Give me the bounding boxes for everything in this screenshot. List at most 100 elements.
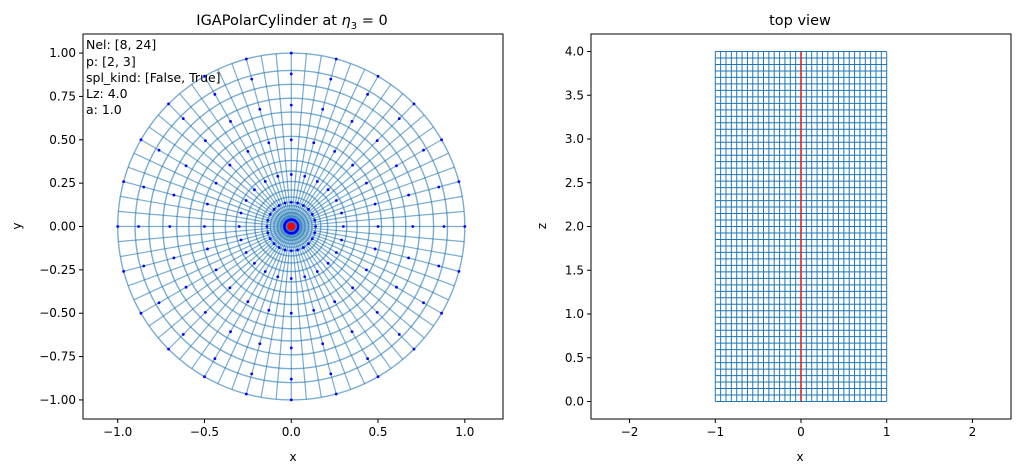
control-point [365, 181, 368, 185]
control-point [203, 310, 207, 314]
control-point [442, 225, 446, 228]
control-point [237, 225, 241, 228]
control-point [203, 74, 206, 78]
control-point [268, 212, 272, 216]
control-point [272, 242, 276, 246]
control-point [250, 77, 254, 81]
mesh-spoke [203, 76, 291, 224]
y-tick-label: 3.0 [565, 132, 584, 146]
x-tick-label: 2 [969, 425, 977, 439]
control-point [258, 107, 262, 111]
control-point [206, 202, 209, 206]
control-point [267, 308, 271, 312]
y-tick-label: −1.00 [39, 393, 76, 407]
control-point [340, 238, 343, 242]
control-point [157, 301, 161, 305]
mesh-spoke [294, 227, 449, 301]
control-point [283, 201, 287, 205]
center-point [287, 222, 296, 231]
mesh-spoke [123, 181, 289, 227]
mesh-spoke [179, 228, 290, 360]
control-point [289, 138, 293, 142]
control-point [184, 164, 188, 168]
control-point [463, 225, 467, 228]
control-point [203, 375, 206, 379]
right-title: top view [769, 13, 831, 29]
mesh-spoke [290, 229, 307, 400]
left-y-axis-label: y [10, 222, 24, 229]
control-point [333, 300, 337, 303]
right-x-axis-label: x [796, 450, 803, 464]
control-point [376, 375, 380, 379]
control-point [321, 342, 325, 346]
control-point [341, 225, 345, 228]
mesh-spoke [293, 227, 434, 327]
control-point [373, 202, 377, 206]
control-point [315, 180, 319, 183]
control-point [142, 185, 146, 189]
y-tick-label: 0.75 [49, 89, 76, 103]
control-point [302, 246, 305, 249]
left-y-ticks: −1.00 −0.75 −0.50 −0.25 0.00 0.25 0.50 0.75 1.00 [39, 46, 83, 407]
mesh-spoke [260, 229, 292, 398]
control-point [296, 248, 299, 252]
control-point [302, 204, 305, 207]
control-point [376, 225, 380, 228]
control-point [246, 150, 250, 153]
mesh-spoke [140, 139, 289, 226]
control-point [312, 141, 316, 145]
mesh-spoke [118, 226, 288, 243]
mesh-spoke [133, 152, 289, 226]
control-point [321, 107, 325, 111]
x-tick-label: −2 [621, 425, 639, 439]
control-point [310, 237, 314, 241]
mesh-spoke [294, 210, 465, 227]
mesh-spoke [133, 227, 289, 301]
mesh-spoke [217, 69, 291, 224]
x-tick-label: 0 [797, 425, 805, 439]
control-point [167, 347, 170, 351]
control-point [263, 270, 267, 273]
y-tick-label: 2.0 [565, 220, 584, 234]
control-point [289, 311, 293, 315]
control-point [289, 398, 293, 402]
mesh-spoke [294, 226, 460, 272]
control-point [157, 148, 161, 152]
mesh-spoke [118, 210, 288, 227]
control-point [244, 57, 248, 61]
x-tick-label: −0.5 [190, 425, 219, 439]
control-point [214, 181, 218, 185]
control-point [168, 225, 172, 228]
control-point [437, 185, 441, 189]
control-point [296, 201, 299, 205]
control-point [422, 148, 425, 152]
mesh-spoke [245, 58, 291, 224]
x-tick-label: 1 [883, 425, 891, 439]
control-point [167, 102, 170, 106]
mesh-spoke [292, 76, 379, 224]
control-point [246, 300, 250, 303]
control-point [228, 163, 232, 167]
control-point [296, 226, 300, 230]
control-point [142, 264, 146, 268]
mesh-spoke [168, 228, 290, 350]
control-point [326, 188, 330, 192]
control-point [437, 264, 441, 268]
y-tick-label: −0.75 [39, 350, 76, 364]
mesh-spoke [293, 228, 415, 350]
control-point [206, 247, 209, 251]
control-point [366, 357, 370, 361]
control-point [303, 174, 307, 178]
control-point [244, 251, 248, 254]
mesh-spoke [120, 195, 288, 227]
mesh-spoke [291, 229, 322, 398]
control-point [239, 211, 243, 215]
control-point [375, 139, 379, 143]
control-point [272, 207, 276, 211]
control-point [314, 225, 317, 228]
mesh-spoke [294, 226, 465, 243]
mesh-spoke [292, 84, 392, 225]
info-line-nel: Nel: [8, 24] [86, 37, 156, 52]
control-point [334, 57, 338, 61]
control-point [172, 256, 176, 260]
